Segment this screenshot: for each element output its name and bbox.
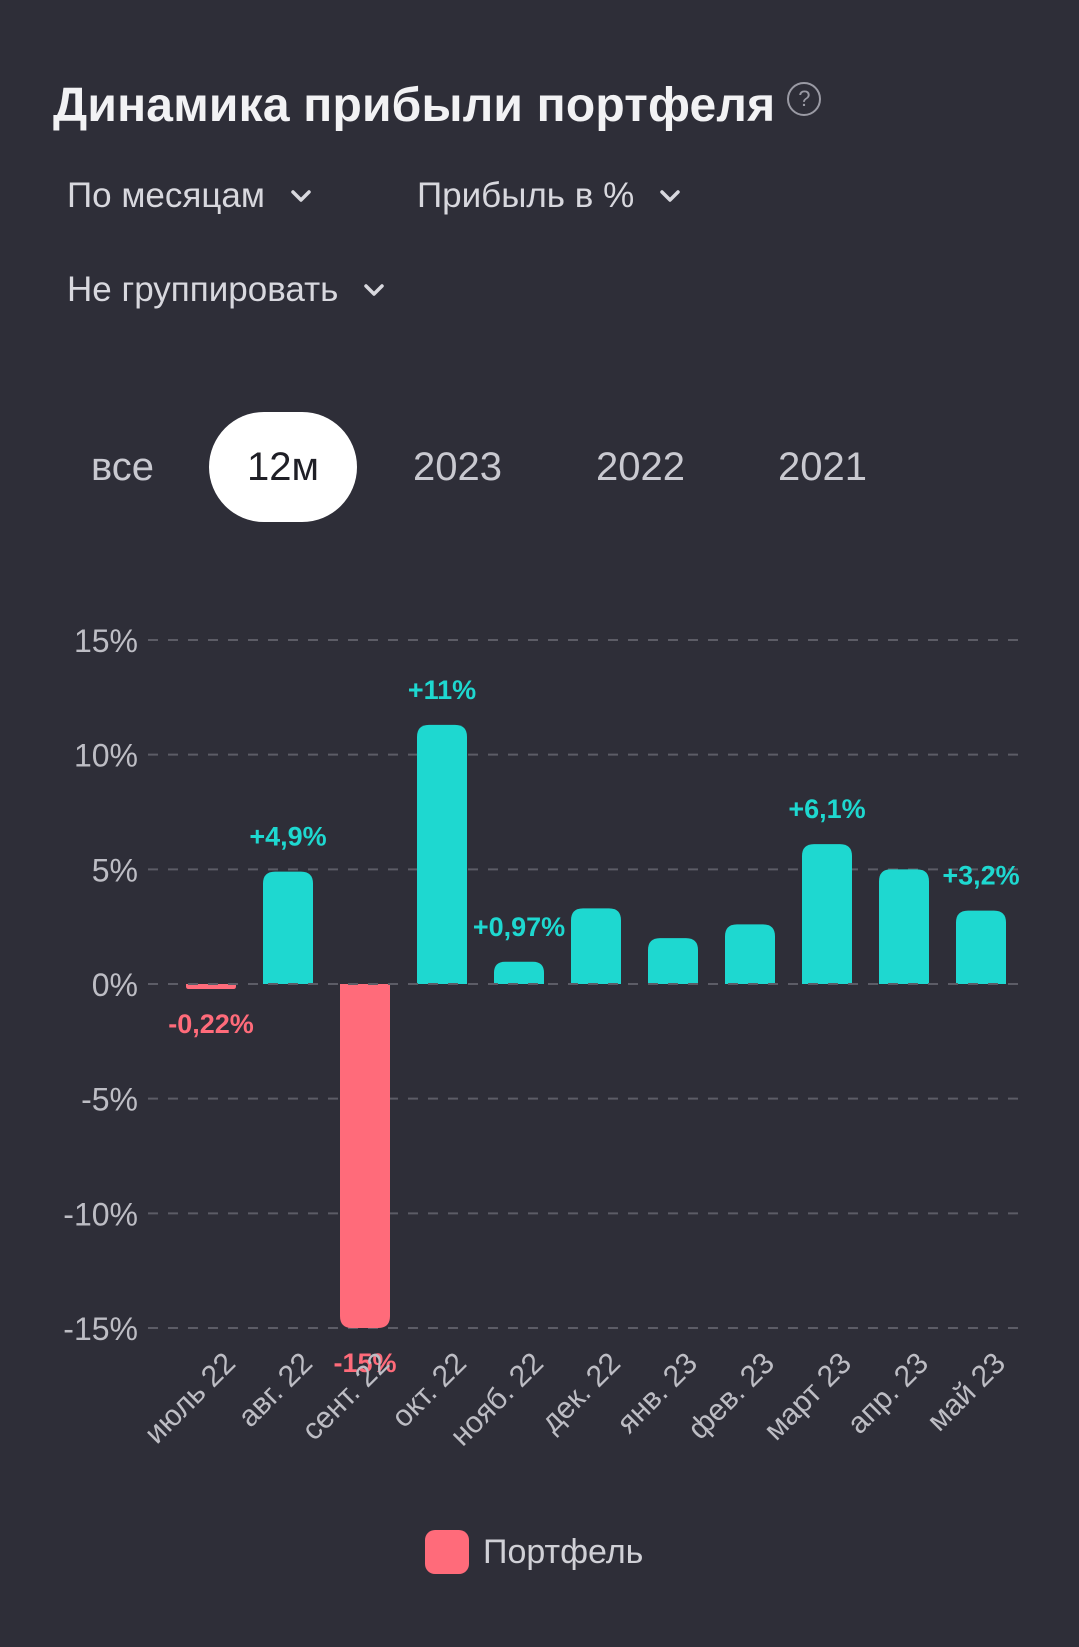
bar-6[interactable] bbox=[571, 908, 621, 984]
data-label: +0,97% bbox=[473, 912, 565, 942]
tab-2021[interactable]: 2021 bbox=[778, 445, 867, 489]
y-tick-label: 0% bbox=[92, 967, 138, 1003]
x-tick-label: дек. 22 bbox=[535, 1347, 627, 1439]
tab-2022[interactable]: 2022 bbox=[596, 445, 685, 489]
bar-10[interactable] bbox=[879, 869, 929, 984]
legend-swatch bbox=[425, 1530, 469, 1574]
bar-11[interactable] bbox=[956, 910, 1006, 984]
tab-all[interactable]: все bbox=[90, 445, 155, 489]
bar-3[interactable] bbox=[340, 984, 390, 1328]
data-label: +6,1% bbox=[788, 794, 865, 824]
data-label: +3,2% bbox=[942, 861, 1019, 891]
metric-dropdown[interactable]: Прибыль в % bbox=[417, 176, 684, 216]
bar-1[interactable] bbox=[186, 984, 236, 990]
x-tick-label: март 23 bbox=[758, 1347, 858, 1447]
chevron-down-icon bbox=[291, 190, 311, 202]
y-tick-label: 10% bbox=[74, 738, 138, 774]
bar-8[interactable] bbox=[725, 924, 775, 984]
data-label: -15% bbox=[333, 1348, 396, 1378]
bar-4[interactable] bbox=[417, 724, 467, 984]
grouping-dropdown-label: Не группировать bbox=[67, 270, 339, 309]
tab-12m[interactable]: 12м bbox=[209, 412, 357, 522]
legend-label: Портфель bbox=[483, 1532, 644, 1571]
tab-2023[interactable]: 2023 bbox=[413, 445, 502, 489]
bar-2[interactable] bbox=[263, 871, 313, 984]
bar-5[interactable] bbox=[494, 961, 544, 984]
profit-bar-chart: 15% 10% 5% 0% -5% -10% -15% -0,22% июль 22 +4,9% а… bbox=[63, 623, 1022, 1452]
bar-7[interactable] bbox=[648, 938, 698, 984]
bar-9[interactable] bbox=[802, 844, 852, 984]
title-row: Динамика прибыли портфеля ? bbox=[53, 78, 822, 133]
x-tick-label: июль 22 bbox=[138, 1347, 242, 1451]
period-tabs: все 12м 2023 2022 2021 bbox=[60, 412, 1020, 522]
x-tick-label: май 23 bbox=[921, 1347, 1012, 1438]
chevron-down-icon bbox=[660, 190, 680, 202]
grouping-dropdown[interactable]: Не группировать bbox=[67, 270, 388, 310]
y-tick-label: 5% bbox=[92, 852, 138, 888]
chart-legend[interactable]: Портфель bbox=[425, 1530, 643, 1574]
data-label: +4,9% bbox=[249, 822, 326, 852]
page-title: Динамика прибыли портфеля bbox=[53, 79, 776, 132]
y-tick-label: -5% bbox=[81, 1082, 138, 1118]
y-tick-label: -10% bbox=[63, 1196, 138, 1232]
data-label: +11% bbox=[408, 675, 476, 705]
metric-dropdown-label: Прибыль в % bbox=[417, 176, 635, 215]
y-tick-label: -15% bbox=[63, 1311, 138, 1347]
period-dropdown[interactable]: По месяцам bbox=[67, 176, 315, 216]
help-icon[interactable]: ? bbox=[787, 82, 822, 116]
period-dropdown-label: По месяцам bbox=[67, 176, 265, 215]
chevron-down-icon bbox=[364, 284, 385, 296]
data-label: -0,22% bbox=[168, 1009, 254, 1039]
x-tick-label: апр. 23 bbox=[841, 1347, 935, 1441]
y-tick-label: 15% bbox=[74, 623, 138, 659]
